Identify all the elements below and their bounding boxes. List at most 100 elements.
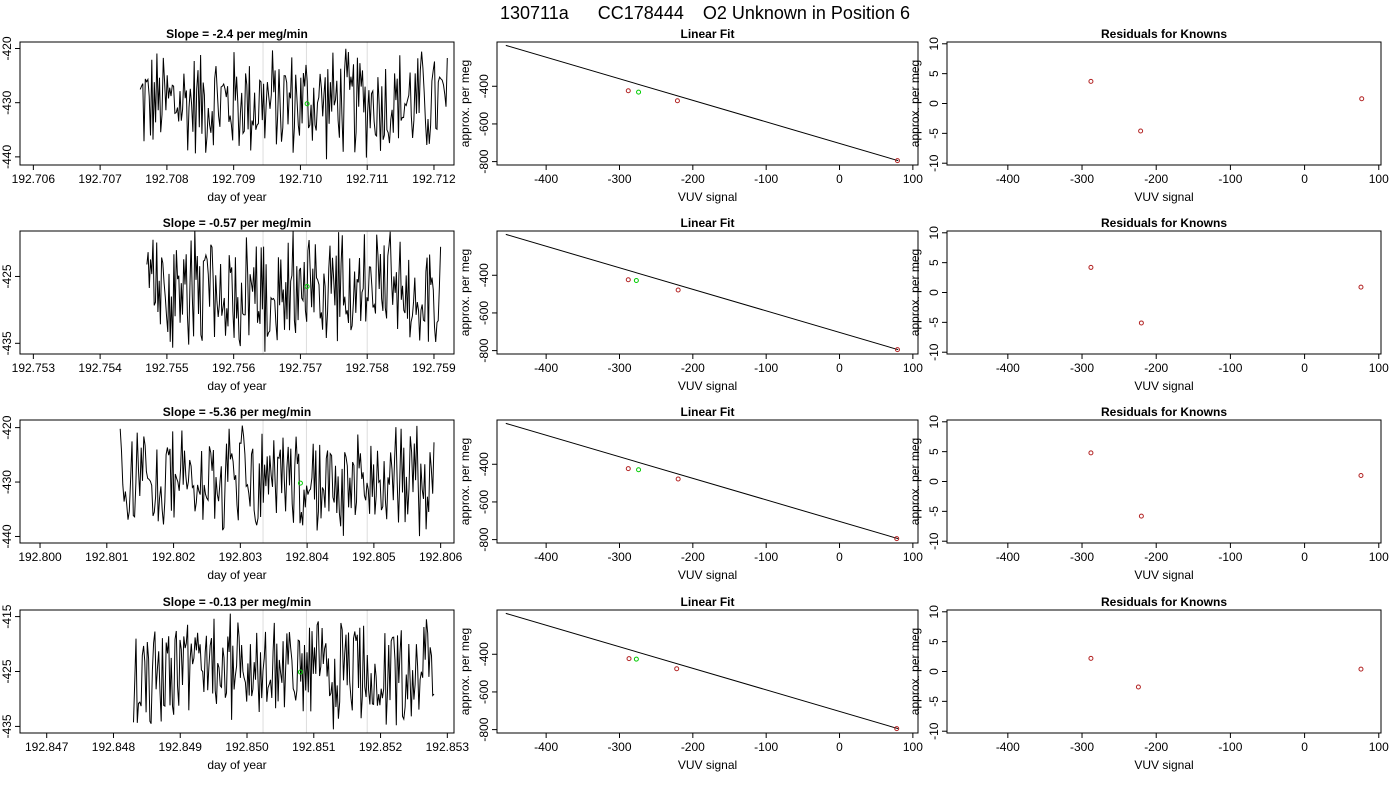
unknown-marker-point xyxy=(297,480,303,486)
x-tick-label: -200 xyxy=(681,172,705,186)
x-tick-label: -200 xyxy=(1144,740,1168,754)
plot-frame xyxy=(946,41,1382,166)
x-tick-label: 192.847 xyxy=(25,740,69,754)
x-tick-label: 100 xyxy=(1369,172,1389,186)
unknown-sample-point xyxy=(633,278,639,284)
x-tick-label: -300 xyxy=(607,740,631,754)
plot-area xyxy=(505,422,900,542)
x-tick-label: -100 xyxy=(754,361,778,375)
x-tick-label: 192.758 xyxy=(346,361,390,375)
known-standard-point xyxy=(674,98,680,104)
y-tick-label: -420 xyxy=(0,36,14,60)
panel-title: Slope = -0.57 per meg/min xyxy=(163,216,311,230)
panel-title: Residuals for Knowns xyxy=(1101,405,1227,419)
x-tick-label: -300 xyxy=(607,172,631,186)
known-standard-point xyxy=(1358,473,1364,479)
y-tick-label: -440 xyxy=(0,145,14,169)
panel-r4-residuals: Residuals for Knowns-400 -300 -200 -100 0 100… xyxy=(908,595,1389,772)
y-tick-label: -10 xyxy=(927,154,941,172)
plot-frame xyxy=(946,419,1382,544)
panel-r3-time-series: Slope = -5.36 per meg/min 192.800 192.801 1… xyxy=(0,405,463,582)
y-tick-label: -800 xyxy=(477,149,491,173)
y-tick-label: 10 xyxy=(927,415,941,429)
panel-title: Residuals for Knowns xyxy=(1101,27,1227,41)
plot-frame xyxy=(496,419,919,544)
x-tick-label: 192.707 xyxy=(78,172,122,186)
x-axis-label: day of year xyxy=(207,758,266,772)
x-tick-label: 192.710 xyxy=(279,172,323,186)
y-axis-label: approx. per meg xyxy=(458,60,472,147)
y-tick-label: -430 xyxy=(0,90,14,114)
known-standard-point xyxy=(1135,684,1141,690)
x-tick-label: -300 xyxy=(1070,172,1094,186)
x-tick-label: 192.712 xyxy=(412,172,456,186)
known-standard-point xyxy=(1138,128,1144,134)
panel-r4-time-series: Slope = -0.13 per meg/min 192.847 192.848 1… xyxy=(0,595,469,772)
x-tick-label: -400 xyxy=(996,361,1020,375)
x-tick-label: -200 xyxy=(1144,172,1168,186)
x-tick-label: 192.802 xyxy=(152,550,196,564)
x-tick-label: -200 xyxy=(681,361,705,375)
y-tick-label: -415 xyxy=(0,604,14,628)
y-tick-label: 10 xyxy=(927,37,941,51)
unknown-marker-point xyxy=(297,669,303,675)
unknown-sample-point xyxy=(633,656,639,662)
plot-frame xyxy=(19,609,455,734)
x-axis-label: VUV signal xyxy=(1134,190,1193,204)
known-standard-point xyxy=(625,466,631,472)
title-cylinder: CC178444 xyxy=(598,3,684,23)
y-tick-label: -600 xyxy=(477,301,491,325)
x-tick-label: -400 xyxy=(996,550,1020,564)
x-tick-label: 192.851 xyxy=(292,740,336,754)
plot-frame xyxy=(496,230,919,355)
x-axis-label: VUV signal xyxy=(1134,568,1193,582)
y-axis-label: approx. per meg xyxy=(908,438,922,525)
x-tick-label: 192.803 xyxy=(219,550,263,564)
x-tick-label: 100 xyxy=(1369,550,1389,564)
panel-grid: Slope = -2.4 per meg/min 192.706 192.707 19… xyxy=(0,27,1389,772)
panel-title: Linear Fit xyxy=(680,405,734,419)
y-tick-label: -5 xyxy=(927,128,941,139)
y-tick-label: -800 xyxy=(477,527,491,551)
x-tick-label: -400 xyxy=(534,550,558,564)
y-tick-label: -5 xyxy=(927,506,941,517)
y-tick-label: 5 xyxy=(927,70,941,77)
x-tick-label: -300 xyxy=(607,361,631,375)
panel-r2-residuals: Residuals for Knowns-400 -300 -200 -100 0 100… xyxy=(908,216,1389,393)
y-tick-label: -10 xyxy=(927,532,941,550)
plot-area xyxy=(139,42,448,165)
y-tick-label: -440 xyxy=(0,524,14,548)
x-tick-label: 192.708 xyxy=(145,172,189,186)
panel-title: Residuals for Knowns xyxy=(1101,216,1227,230)
x-tick-label: 0 xyxy=(1301,172,1308,186)
known-standard-point xyxy=(674,666,680,672)
panel-title: Slope = -5.36 per meg/min xyxy=(163,405,311,419)
unknown-marker-point xyxy=(304,101,310,107)
x-tick-label: 100 xyxy=(903,550,923,564)
x-tick-label: -100 xyxy=(754,740,778,754)
x-axis-label: day of year xyxy=(207,190,266,204)
plot-frame xyxy=(496,41,919,166)
known-standard-point xyxy=(625,88,631,94)
x-tick-label: 0 xyxy=(836,740,843,754)
panel-title: Linear Fit xyxy=(680,216,734,230)
y-tick-label: -435 xyxy=(0,714,14,738)
y-tick-label: -600 xyxy=(477,490,491,514)
x-tick-label: -100 xyxy=(1218,740,1242,754)
y-tick-label: -800 xyxy=(477,338,491,362)
x-tick-label: -400 xyxy=(534,740,558,754)
y-tick-label: -400 xyxy=(477,263,491,287)
x-tick-label: -100 xyxy=(1218,550,1242,564)
unknown-marker-point xyxy=(304,283,310,289)
x-axis-label: VUV signal xyxy=(1134,379,1193,393)
title-description: O2 Unknown in Position 6 xyxy=(703,3,910,23)
panel-title: Slope = -0.13 per meg/min xyxy=(163,595,311,609)
x-tick-label: -300 xyxy=(1070,740,1094,754)
y-tick-label: -10 xyxy=(927,343,941,361)
x-tick-label: 192.848 xyxy=(92,740,136,754)
x-tick-label: 0 xyxy=(836,550,843,564)
y-axis-label: approx. per meg xyxy=(908,60,922,147)
x-axis-label: VUV signal xyxy=(1134,758,1193,772)
plot-area xyxy=(146,231,442,354)
x-tick-label: 192.853 xyxy=(426,740,470,754)
